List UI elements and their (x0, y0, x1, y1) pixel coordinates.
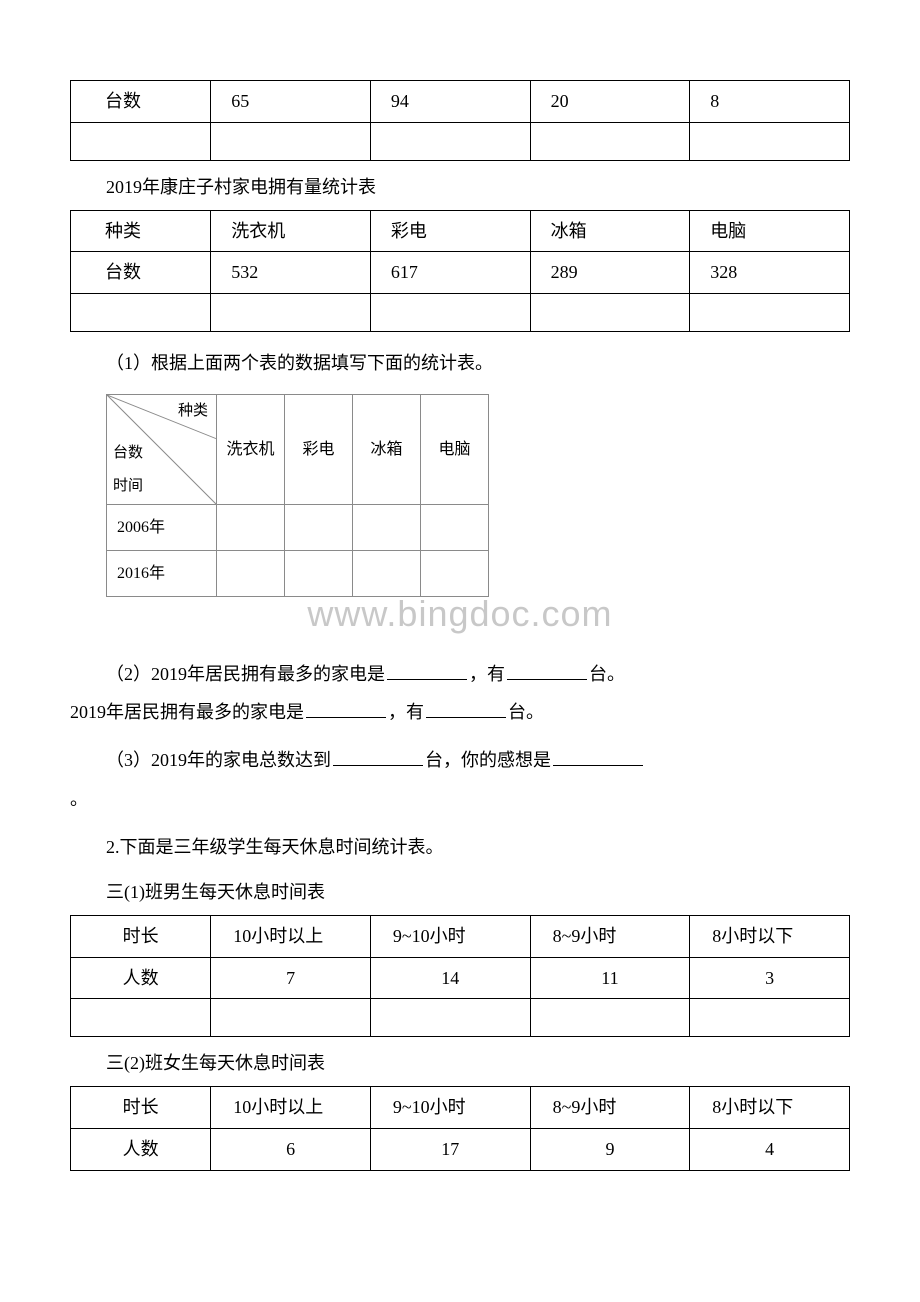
row-label: 人数 (71, 957, 211, 999)
table-2019: 种类 洗衣机 彩电 冰箱 电脑 台数 532 617 289 328 (70, 210, 850, 333)
header-cell: 8小时以下 (690, 915, 850, 957)
cell: 11 (530, 957, 690, 999)
header-label: 时长 (71, 1087, 211, 1129)
cell: 4 (690, 1128, 850, 1170)
class-1-title: 三(1)班男生每天休息时间表 (70, 878, 850, 907)
cell: 7 (211, 957, 371, 999)
combo-col-header: 洗衣机 (217, 395, 285, 505)
fill-blank[interactable] (387, 662, 467, 680)
diag-label-bot: 时间 (113, 474, 143, 498)
header-cell: 8~9小时 (530, 915, 690, 957)
question-2-line2: 2019年居民拥有最多的家电是 ，有 台。 (70, 695, 850, 729)
diag-label-mid: 台数 (113, 441, 143, 465)
cell: 20 (530, 81, 690, 123)
header-cell: 10小时以上 (211, 1087, 371, 1129)
table-row-empty (71, 294, 850, 332)
table-row: 台数 532 617 289 328 (71, 252, 850, 294)
q2-text: ，有 (469, 664, 505, 684)
class-2-title: 三(2)班女生每天休息时间表 (70, 1049, 850, 1078)
table-row-empty (71, 999, 850, 1037)
fill-blank[interactable] (333, 748, 423, 766)
cell: 94 (370, 81, 530, 123)
q2-text: 台。 (589, 664, 625, 684)
table-header-row: 时长 10小时以上 9~10小时 8~9小时 8小时以下 (71, 915, 850, 957)
cell: 9 (530, 1128, 690, 1170)
combo-row-header: 2006年 (107, 505, 217, 551)
cell: 617 (370, 252, 530, 294)
combo-col-header: 电脑 (421, 395, 489, 505)
header-cell: 8小时以下 (690, 1087, 850, 1129)
cell: 532 (211, 252, 371, 294)
row-label: 人数 (71, 1128, 211, 1170)
combo-empty-cell (285, 505, 353, 551)
combo-empty-cell (217, 505, 285, 551)
section-2-title: 2.下面是三年级学生每天休息时间统计表。 (70, 830, 850, 864)
class-1-table: 时长 10小时以上 9~10小时 8~9小时 8小时以下 人数 7 14 11 … (70, 915, 850, 1038)
header-label: 种类 (71, 210, 211, 252)
question-2: （2）2019年居民拥有最多的家电是 ，有 台。 (70, 657, 850, 691)
question-3-suffix: 。 (70, 782, 850, 816)
row-label: 台数 (71, 81, 211, 123)
cell: 17 (370, 1128, 530, 1170)
cell: 8 (690, 81, 850, 123)
row-label: 台数 (71, 252, 211, 294)
header-cell: 冰箱 (530, 210, 690, 252)
combined-stats-table: 种类 台数 时间 洗衣机 彩电 冰箱 电脑 2006年 2016年 (106, 394, 850, 597)
header-cell: 8~9小时 (530, 1087, 690, 1129)
diag-label-top: 种类 (178, 399, 208, 423)
header-cell: 9~10小时 (370, 1087, 530, 1129)
header-cell: 洗衣机 (211, 210, 371, 252)
fill-blank[interactable] (426, 700, 506, 718)
table-row: 人数 6 17 9 4 (71, 1128, 850, 1170)
q2-text: ，有 (388, 702, 424, 722)
q3-text: 台，你的感想是 (425, 750, 551, 770)
q2-text: 台。 (508, 702, 544, 722)
q2-text: 2019年居民拥有最多的家电是 (70, 702, 304, 722)
cell: 328 (690, 252, 850, 294)
cell: 6 (211, 1128, 371, 1170)
combo-col-header: 冰箱 (353, 395, 421, 505)
table-header-row: 种类 洗衣机 彩电 冰箱 电脑 (71, 210, 850, 252)
combo-empty-cell (421, 505, 489, 551)
header-cell: 10小时以上 (211, 915, 371, 957)
fill-blank[interactable] (507, 662, 587, 680)
table-row: 人数 7 14 11 3 (71, 957, 850, 999)
table-row-empty (71, 122, 850, 160)
table-header-row: 时长 10小时以上 9~10小时 8~9小时 8小时以下 (71, 1087, 850, 1129)
question-3: （3）2019年的家电总数达到 台，你的感想是 (70, 743, 850, 777)
cell: 289 (530, 252, 690, 294)
header-cell: 电脑 (690, 210, 850, 252)
diagonal-header-cell: 种类 台数 时间 (107, 395, 217, 505)
header-label: 时长 (71, 915, 211, 957)
header-cell: 9~10小时 (370, 915, 530, 957)
cell: 3 (690, 957, 850, 999)
q3-text: （3）2019年的家电总数达到 (106, 750, 331, 770)
header-cell: 彩电 (370, 210, 530, 252)
class-2-table: 时长 10小时以上 9~10小时 8~9小时 8小时以下 人数 6 17 9 4 (70, 1086, 850, 1171)
fill-blank[interactable] (553, 748, 643, 766)
fill-blank[interactable] (306, 700, 386, 718)
cell: 14 (370, 957, 530, 999)
q2-text: （2）2019年居民拥有最多的家电是 (106, 664, 385, 684)
watermark-text: www.bingdoc.com (70, 585, 850, 643)
table-row: 台数 65 94 20 8 (71, 81, 850, 123)
combo-col-header: 彩电 (285, 395, 353, 505)
combo-empty-cell (353, 505, 421, 551)
table-2006-partial: 台数 65 94 20 8 (70, 80, 850, 161)
cell: 65 (211, 81, 371, 123)
table-title-2019: 2019年康庄子村家电拥有量统计表 (70, 173, 850, 202)
question-1-text: （1）根据上面两个表的数据填写下面的统计表。 (70, 346, 850, 380)
